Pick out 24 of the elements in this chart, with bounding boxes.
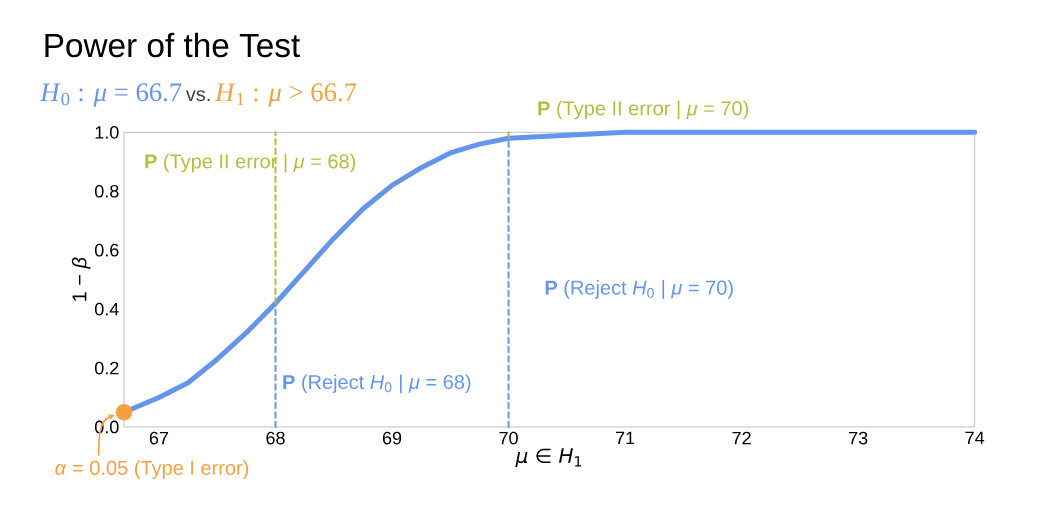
y-tick-label: 0.8 [94, 184, 119, 198]
chart-title: Power of the Test [45, 32, 300, 58]
text: vs. [185, 90, 210, 102]
y-tick-label: 0.2 [94, 361, 119, 375]
annotation: P (Type II error | μ = 68) [145, 153, 356, 173]
annotation: α = 0.05 (Type I error) [55, 460, 249, 479]
x-tick-label: 70 [499, 431, 518, 445]
y-tick-label: 1.0 [95, 125, 119, 139]
annotation: P (Reject H$_{0}$ | μ = 70) [545, 280, 733, 299]
text: H$_{1}$ : μ > 66.7 [214, 83, 357, 107]
text: H$_{0}$ : μ = 66.7 [39, 83, 182, 107]
x-tick-label: 73 [849, 431, 868, 445]
x-axis-title: μ ∈ H$_{1}$ [515, 448, 582, 467]
y-tick-label: 0.6 [94, 243, 119, 257]
x-tick-label: 72 [732, 431, 751, 445]
x-tick-label: 69 [382, 431, 402, 445]
x-tick-label: 74 [965, 431, 985, 445]
x-tick-label: 67 [149, 431, 169, 445]
y-tick-label: 0.4 [94, 302, 119, 316]
annotation: P (Reject H$_{0}$ | μ = 68) [283, 374, 471, 394]
x-tick-label: 68 [266, 431, 285, 445]
annotation: P (Type II error | μ = 70) [538, 100, 749, 120]
y-axis-title: 1 − β [71, 257, 91, 301]
x-tick-label: 71 [615, 431, 635, 445]
